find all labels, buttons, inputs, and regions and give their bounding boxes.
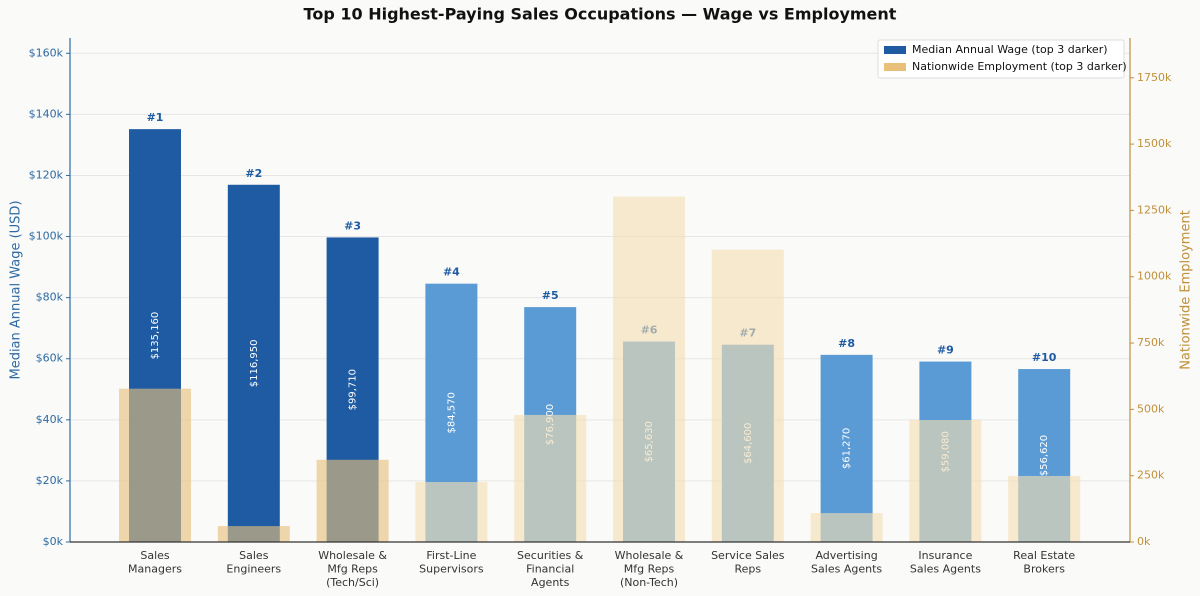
- value-label: $135,160: [150, 312, 161, 360]
- chart-title: Top 10 Highest-Paying Sales Occupations …: [304, 5, 897, 24]
- x-tick-label: Supervisors: [419, 563, 484, 576]
- employment-bar: [1008, 475, 1081, 542]
- employment-bar: [415, 482, 488, 542]
- y-tick-label: $20k: [36, 474, 64, 487]
- x-tick-label: Sales Agents: [910, 563, 981, 576]
- employment-bar: [119, 388, 191, 542]
- employment-bar: [909, 419, 982, 542]
- x-tick-label: Real Estate: [1013, 549, 1075, 562]
- rank-label: #5: [542, 289, 559, 302]
- wage-bar: [820, 354, 873, 542]
- x-tick-label: Mfg Reps: [624, 563, 675, 576]
- rank-label: #2: [245, 167, 262, 180]
- x-tick-label: Advertising: [815, 549, 877, 562]
- y-tick-label: $40k: [36, 413, 64, 426]
- y2-tick-label: 500k: [1137, 402, 1165, 415]
- rank-label: #3: [344, 219, 361, 232]
- legend-swatch: [884, 46, 906, 54]
- x-tick-label: Service Sales: [711, 549, 785, 562]
- y-tick-label: $140k: [29, 107, 64, 120]
- employment-bar: [514, 414, 587, 542]
- rank-label: #8: [838, 337, 855, 350]
- value-label: $84,570: [446, 392, 457, 433]
- y2-axis-label: Nationwide Employment: [1179, 210, 1194, 370]
- y-tick-label: $80k: [36, 291, 64, 304]
- rank-label: #1: [147, 111, 164, 124]
- x-tick-label: Brokers: [1023, 563, 1065, 576]
- y2-tick-label: 1500k: [1137, 137, 1172, 150]
- y-tick-label: $100k: [29, 230, 64, 243]
- rank-label: #10: [1032, 351, 1057, 364]
- wage-bar: [227, 184, 280, 542]
- legend-swatch: [884, 63, 906, 71]
- y-tick-label: $120k: [29, 168, 64, 181]
- y-tick-label: $60k: [36, 352, 64, 365]
- value-label: $61,270: [842, 428, 853, 469]
- value-label: $56,620: [1039, 435, 1050, 476]
- x-tick-label: First-Line: [426, 549, 476, 562]
- x-tick-label: Wholesale &: [318, 549, 387, 562]
- employment-bar: [217, 526, 290, 542]
- value-label: $116,950: [249, 340, 260, 388]
- x-tick-label: (Non-Tech): [620, 576, 678, 589]
- x-tick-label: Reps: [734, 563, 761, 576]
- value-label: $99,710: [348, 369, 359, 410]
- y2-tick-label: 1250k: [1137, 203, 1172, 216]
- legend-label: Median Annual Wage (top 3 darker): [912, 43, 1108, 56]
- x-tick-label: Sales: [140, 549, 170, 562]
- x-tick-label: Engineers: [226, 563, 281, 576]
- y-axis-label: Median Annual Wage (USD): [9, 200, 24, 379]
- y2-tick-label: 1750k: [1137, 71, 1172, 84]
- rank-label: #4: [443, 266, 460, 279]
- employment-bar: [711, 249, 784, 542]
- legend: Median Annual Wage (top 3 darker) Nationw…: [877, 39, 1127, 79]
- x-tick-label: (Tech/Sci): [326, 576, 379, 589]
- y2-tick-label: 250k: [1137, 469, 1165, 482]
- employment-bar: [316, 459, 389, 542]
- y2-tick-label: 1000k: [1137, 270, 1172, 283]
- x-tick-label: Financial: [526, 563, 574, 576]
- y-tick-label: $160k: [29, 46, 64, 59]
- x-tick-label: Managers: [128, 563, 182, 576]
- employment-bar: [810, 513, 883, 542]
- y2-tick-label: 750k: [1137, 336, 1165, 349]
- x-tick-label: Wholesale &: [615, 549, 684, 562]
- employment-bar: [613, 196, 685, 542]
- y-tick-label: $0k: [43, 535, 64, 548]
- x-tick-label: Mfg Reps: [327, 563, 378, 576]
- legend-box: [877, 39, 1125, 79]
- rank-label: #9: [937, 344, 954, 357]
- x-tick-label: Securities &: [517, 549, 584, 562]
- y2-tick-label: 0k: [1137, 535, 1151, 548]
- legend-label: Nationwide Employment (top 3 darker): [912, 60, 1127, 73]
- x-tick-label: Agents: [531, 576, 570, 589]
- x-tick-label: Sales Agents: [811, 563, 882, 576]
- x-tick-label: Insurance: [918, 549, 972, 562]
- x-tick-label: Sales: [239, 549, 269, 562]
